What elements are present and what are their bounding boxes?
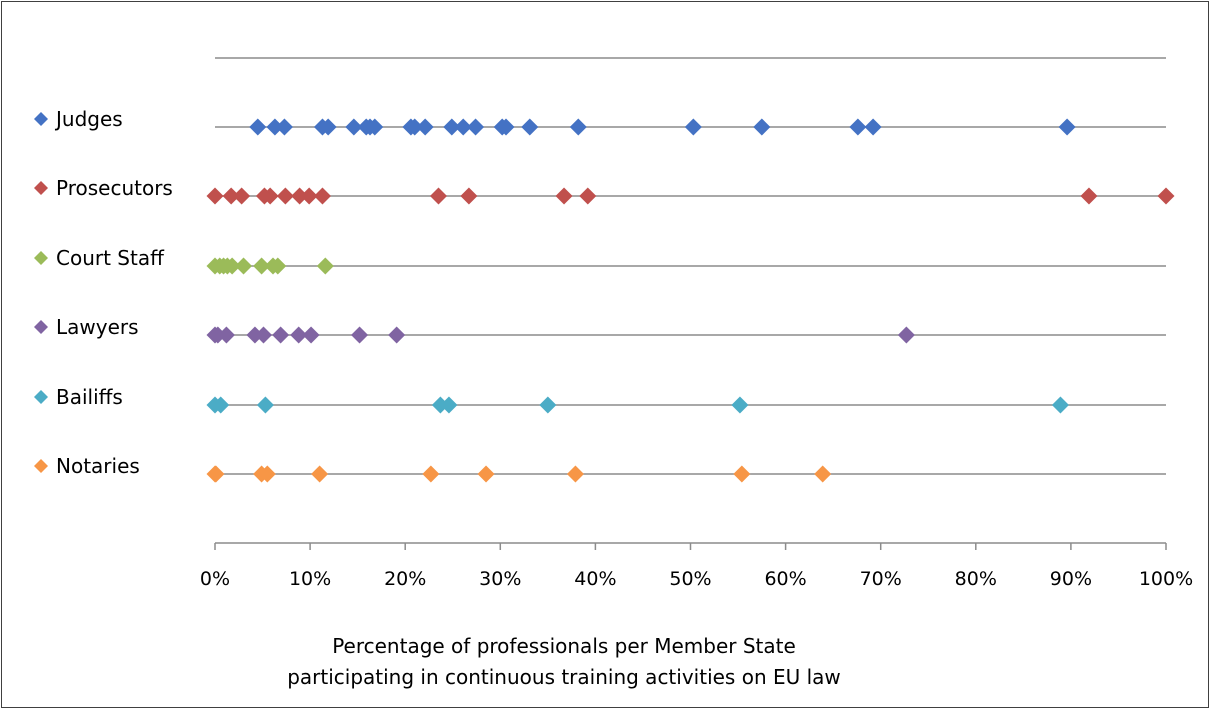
data-point-bailiffs <box>440 396 458 414</box>
data-point-court-staff <box>235 257 253 275</box>
data-point-prosecutors <box>555 187 573 205</box>
x-tick-label: 0% <box>200 568 230 590</box>
legend-marker-prosecutors <box>34 181 48 195</box>
data-point-prosecutors <box>261 187 279 205</box>
data-point-prosecutors <box>291 187 309 205</box>
data-point-judges <box>497 118 515 136</box>
data-point-prosecutors <box>429 187 447 205</box>
data-point-judges <box>416 118 434 136</box>
x-tick-label: 70% <box>860 568 902 590</box>
x-tick-label: 30% <box>479 568 521 590</box>
x-tick-label: 50% <box>669 568 711 590</box>
x-axis-label-line-1: Percentage of professionals per Member S… <box>332 634 796 658</box>
data-point-prosecutors <box>313 187 331 205</box>
data-point-prosecutors <box>579 187 597 205</box>
data-point-notaries <box>566 465 584 483</box>
legend-marker-judges <box>34 112 48 126</box>
data-point-judges <box>345 118 363 136</box>
x-tick-label: 40% <box>574 568 616 590</box>
data-point-prosecutors <box>276 187 294 205</box>
x-tick-label: 10% <box>289 568 331 590</box>
data-point-lawyers <box>351 326 369 344</box>
data-point-lawyers <box>255 326 273 344</box>
data-point-prosecutors <box>222 187 240 205</box>
x-tick-label: 60% <box>764 568 806 590</box>
data-point-lawyers <box>272 326 290 344</box>
data-point-notaries <box>207 465 225 483</box>
data-point-judges <box>366 118 384 136</box>
data-point-notaries <box>477 465 495 483</box>
legend-label-court-staff: Court Staff <box>56 246 165 270</box>
data-point-prosecutors <box>206 187 224 205</box>
data-point-judges <box>569 118 587 136</box>
data-point-judges <box>266 118 284 136</box>
x-axis-ticks: 0% 10% 20% 30% 40% 50% 60% 70% 80% 90% 100% <box>200 543 1193 590</box>
data-point-prosecutors <box>233 187 251 205</box>
data-point-lawyers <box>302 326 320 344</box>
legend-label-judges: Judges <box>54 107 123 131</box>
data-point-bailiffs <box>1051 396 1069 414</box>
data-point-judges <box>249 118 267 136</box>
x-tick-label: 80% <box>955 568 997 590</box>
data-point-lawyers <box>217 326 235 344</box>
x-tick-label: 20% <box>384 568 426 590</box>
data-point-prosecutors <box>460 187 478 205</box>
data-point-bailiffs <box>256 396 274 414</box>
data-point-judges <box>753 118 771 136</box>
data-point-lawyers <box>290 326 308 344</box>
legend-marker-notaries <box>34 459 48 473</box>
data-point-court-staff <box>223 257 241 275</box>
legend-label-notaries: Notaries <box>56 454 140 478</box>
x-tick-label: 100% <box>1139 568 1193 590</box>
legend-label-prosecutors: Prosecutors <box>56 176 173 200</box>
data-point-judges <box>454 118 472 136</box>
data-point-judges <box>849 118 867 136</box>
legend-marker-lawyers <box>34 320 48 334</box>
legend-label-bailiffs: Bailiffs <box>56 385 123 409</box>
data-point-court-staff <box>253 257 271 275</box>
legend-label-lawyers: Lawyers <box>56 315 139 339</box>
data-point-bailiffs <box>731 396 749 414</box>
data-point-lawyers <box>388 326 406 344</box>
data-point-notaries <box>258 465 276 483</box>
data-point-judges <box>319 118 337 136</box>
data-point-judges <box>1058 118 1076 136</box>
legend-marker-court-staff <box>34 251 48 265</box>
data-point-court-staff <box>269 257 287 275</box>
data-point-judges <box>406 118 424 136</box>
data-point-judges <box>864 118 882 136</box>
data-point-bailiffs <box>431 396 449 414</box>
data-point-judges <box>684 118 702 136</box>
data-point-lawyers <box>209 326 227 344</box>
x-tick-label: 90% <box>1050 568 1092 590</box>
data-point-notaries <box>814 465 832 483</box>
data-point-notaries <box>311 465 329 483</box>
data-point-judges <box>467 118 485 136</box>
data-point-notaries <box>733 465 751 483</box>
data-point-bailiffs <box>539 396 557 414</box>
series-rows: Judges Prosecutors Court Staff Lawyers Baili… <box>34 107 1175 483</box>
data-point-lawyers <box>246 326 264 344</box>
data-point-judges <box>521 118 539 136</box>
legend-marker-bailiffs <box>34 390 48 404</box>
data-point-judges <box>275 118 293 136</box>
data-point-prosecutors <box>1157 187 1175 205</box>
data-point-prosecutors <box>1080 187 1098 205</box>
x-axis-label-line-2: participating in continuous training act… <box>287 665 841 689</box>
data-point-court-staff <box>316 257 334 275</box>
data-point-lawyers <box>897 326 915 344</box>
data-point-prosecutors <box>300 187 318 205</box>
data-point-bailiffs <box>212 396 230 414</box>
data-point-notaries <box>422 465 440 483</box>
data-point-judges <box>443 118 461 136</box>
